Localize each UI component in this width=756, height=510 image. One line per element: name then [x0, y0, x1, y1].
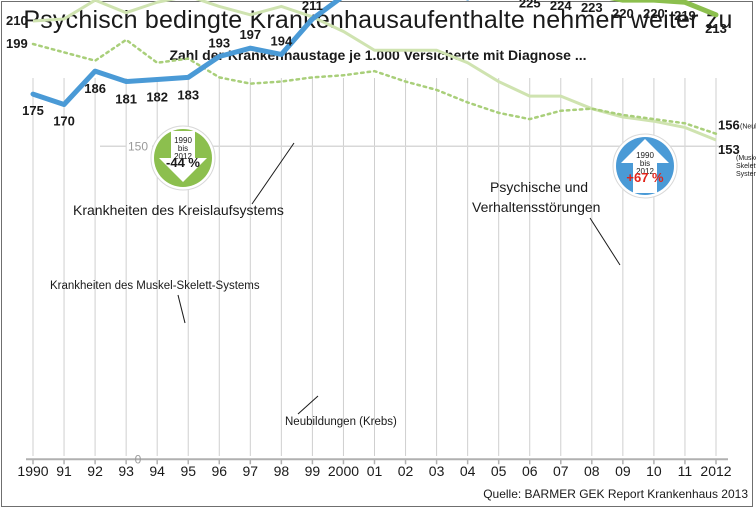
badge-psych-arrow-icon: [621, 139, 669, 193]
x-tick-label: 05: [491, 463, 507, 479]
data-label-cardio: 220: [643, 6, 665, 21]
leader-line-cardio: [251, 142, 295, 205]
badge-psych-period: 1990: [636, 151, 654, 160]
x-tick-label: 03: [429, 463, 445, 479]
x-tick-label: 11: [678, 463, 693, 479]
x-tick-label: 04: [460, 463, 476, 479]
data-label-psych: 231: [488, 0, 510, 2]
x-tick-label: 09: [615, 463, 631, 479]
x-tick-label: 07: [553, 463, 569, 479]
series-line-psych: [30, 0, 470, 108]
data-label-psych: 193: [208, 36, 230, 51]
data-label-psych: 197: [239, 27, 261, 42]
data-label-psych: 170: [53, 114, 75, 129]
x-tick-label: 08: [584, 463, 600, 479]
data-label-psych: 182: [146, 89, 168, 104]
x-tick-label: 96: [211, 463, 227, 479]
data-label-psych: 186: [84, 81, 106, 96]
end-note-neo: (Neub.): [740, 124, 756, 131]
data-label-neo: 199: [6, 36, 28, 51]
data-label-psych: 181: [115, 92, 137, 107]
series-label-psych: Verhaltensstörungen: [472, 199, 600, 215]
x-tick-label: 92: [87, 463, 103, 479]
x-tick-label: 2012: [700, 463, 731, 479]
series-line-neo: [31, 38, 718, 135]
data-label-cardio: 219: [674, 8, 696, 23]
end-note-musculo: Skelett-: [736, 163, 756, 170]
badge-cardio-arrow-icon: [159, 131, 207, 182]
data-label-psych: 211: [302, 0, 323, 13]
x-tick-label: 2000: [328, 463, 359, 479]
data-label-psych: 175: [22, 103, 44, 118]
x-tick-label: 10: [646, 463, 662, 479]
x-tick-label: 02: [398, 463, 414, 479]
leader-line-neo: [297, 395, 319, 415]
series-label-neo: Neubildungen (Krebs): [285, 416, 397, 428]
data-label-cardio: 225: [519, 0, 541, 11]
chart-title: Psychisch bedingte Krankenhausaufenthalt…: [23, 6, 733, 34]
x-tick-label: 94: [149, 463, 165, 479]
badge-cardio-period: bis: [178, 144, 188, 153]
x-tick-label: 97: [243, 463, 259, 479]
data-label-musculo: 210: [6, 13, 28, 28]
end-note-musculo: (Muskel-: [736, 155, 756, 162]
data-label-psych: 183: [177, 87, 199, 102]
x-tick-label: 99: [305, 463, 321, 479]
series-label-cardio: Krankheiten des Kreislaufsystems: [73, 202, 284, 218]
x-tick-label: 06: [522, 463, 538, 479]
y-tick-label: 150: [128, 139, 148, 153]
x-tick-label: 91: [56, 463, 72, 479]
data-label-psych: 194: [271, 33, 293, 48]
x-tick-label: 95: [180, 463, 196, 479]
leader-line-psych: [589, 217, 621, 266]
y-tick-label: 0: [135, 452, 142, 466]
data-label-cardio: 224: [550, 0, 572, 13]
end-label-neo: 156: [718, 118, 740, 133]
badge-cardio-period: 1990: [174, 136, 192, 145]
badge-psych-change: +67 %: [626, 170, 664, 185]
series-label-musculo: Krankheiten des Muskel-Skelett-Systems: [50, 280, 260, 292]
leader-line-musculo: [177, 294, 186, 324]
badge-psych-period: 2012: [636, 167, 654, 176]
badge-cardio-period: 2012: [174, 152, 192, 161]
series-label-psych: Psychische und: [490, 179, 588, 195]
badge-psych-period: bis: [640, 159, 650, 168]
x-tick-label: 93: [118, 463, 134, 479]
source-note: Quelle: BARMER GEK Report Krankenhaus 20…: [483, 487, 748, 501]
data-label-cardio: 220: [612, 6, 634, 21]
x-tick-label: 98: [274, 463, 290, 479]
data-label-cardio: 213: [705, 21, 727, 36]
data-label-cardio: 223: [581, 0, 603, 15]
end-label-musculo: 153: [718, 142, 740, 157]
x-tick-label: 1990: [17, 463, 48, 479]
x-tick-label: 01: [367, 463, 383, 479]
badge-cardio-change: -44 %: [166, 155, 200, 170]
end-note-musculo: System): [736, 171, 756, 178]
